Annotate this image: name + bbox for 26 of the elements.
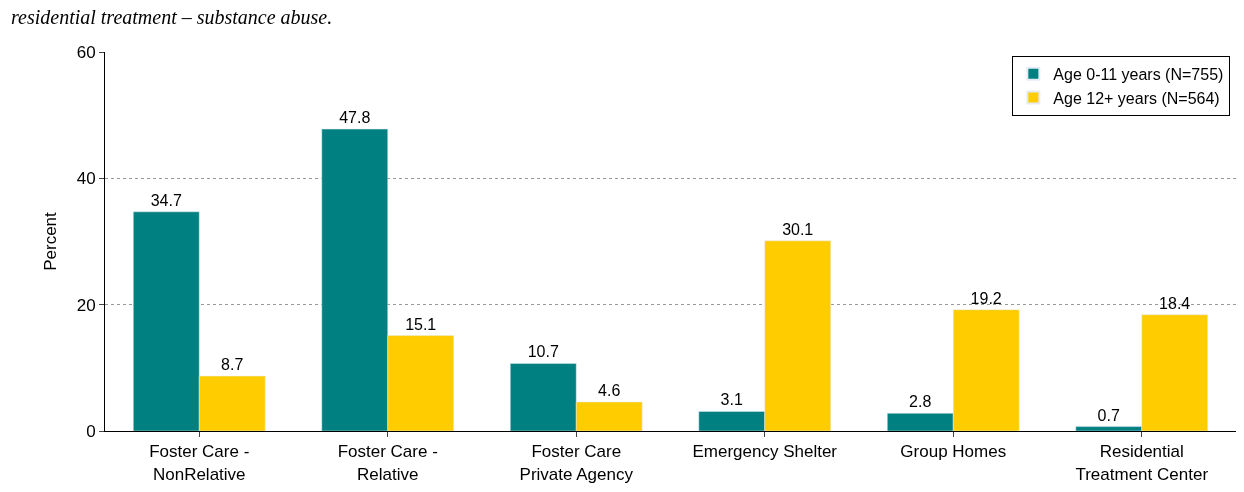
data-label: 18.4 bbox=[1159, 294, 1191, 312]
data-label: 30.1 bbox=[782, 220, 814, 238]
y-tick-label: 20 bbox=[76, 295, 96, 315]
x-tick-label: Residential Treatment Center bbox=[1075, 442, 1209, 484]
data-label: 15.1 bbox=[405, 315, 437, 333]
data-label: 3.1 bbox=[720, 391, 743, 409]
data-label: 34.7 bbox=[150, 191, 182, 209]
y-tick-label: 60 bbox=[76, 42, 96, 62]
y-tick-label: 40 bbox=[76, 169, 96, 189]
x-tick-label: Group Homes bbox=[900, 442, 1007, 462]
data-label: 8.7 bbox=[221, 356, 244, 374]
y-tick-label: 0 bbox=[86, 421, 96, 441]
data-label: 47.8 bbox=[339, 109, 371, 127]
chart-title: residential treatment – substance abuse. bbox=[11, 6, 333, 28]
x-tick-label: Foster Care Private Agency bbox=[519, 442, 634, 484]
data-label: 10.7 bbox=[527, 343, 559, 361]
data-label: 2.8 bbox=[909, 393, 932, 411]
x-tick-label: Foster Care - Relative bbox=[337, 442, 438, 484]
y-axis-title: Percent bbox=[41, 211, 61, 271]
x-tick-label: Emergency Shelter bbox=[692, 442, 838, 462]
x-tick-label: Foster Care - NonRelative bbox=[149, 442, 250, 484]
data-label: 19.2 bbox=[970, 289, 1002, 307]
data-label: 4.6 bbox=[598, 381, 621, 399]
legend-label: Age 0-11 years (N=755) bbox=[1053, 65, 1224, 83]
data-label: 0.7 bbox=[1097, 406, 1120, 424]
legend-label: Age 12+ years (N=564) bbox=[1053, 89, 1220, 107]
